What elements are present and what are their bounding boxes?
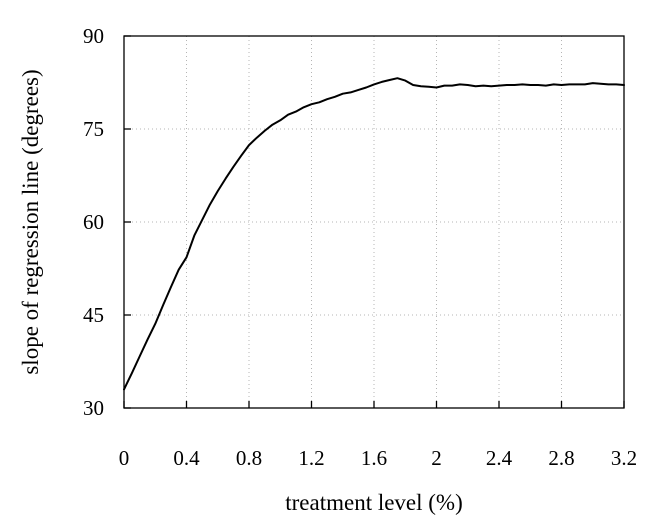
axis-tick-labels: 0 0.4 0.8 1.2 1.6 2 2.4 2.8 3.2 30 45 60 75 90 (83, 24, 637, 470)
x-tick-label: 0.8 (236, 446, 262, 470)
y-tick-label: 30 (83, 396, 104, 420)
x-axis-title: treatment level (%) (285, 490, 463, 515)
y-tick-label: 45 (83, 303, 104, 327)
y-tick-label: 75 (83, 117, 104, 141)
x-tick-label: 0 (119, 446, 130, 470)
y-tick-label: 60 (83, 210, 104, 234)
x-tick-label: 0.4 (173, 446, 200, 470)
x-tick-label: 2.8 (548, 446, 574, 470)
x-tick-label: 1.6 (361, 446, 387, 470)
x-tick-label: 1.2 (298, 446, 324, 470)
y-tick-label: 90 (83, 24, 104, 48)
x-tick-label: 2.4 (486, 446, 513, 470)
series-line (123, 77, 625, 391)
grid (124, 36, 624, 408)
x-tick-label: 3.2 (611, 446, 637, 470)
y-axis-title: slope of regression line (degrees) (18, 69, 43, 374)
x-tick-label: 2 (431, 446, 442, 470)
axis-ticks (123, 35, 625, 409)
